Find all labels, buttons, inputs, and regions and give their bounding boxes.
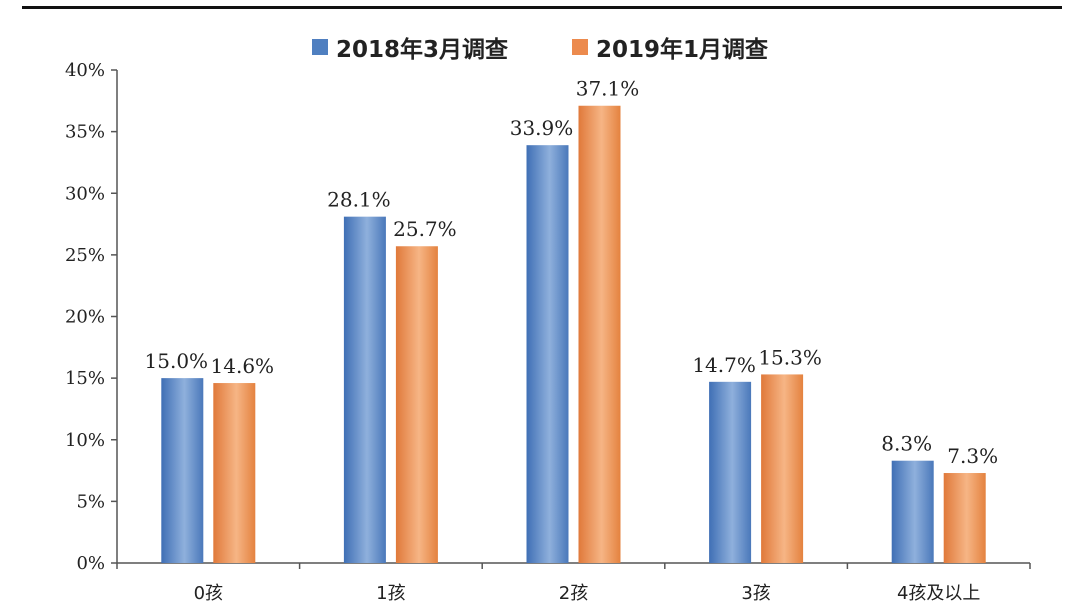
data-label: 15.0% bbox=[145, 349, 209, 373]
data-label: 15.3% bbox=[758, 345, 822, 369]
x-category-label: 0孩 bbox=[194, 583, 223, 604]
data-label: 8.3% bbox=[881, 432, 932, 456]
x-category-label: 4孩及以上 bbox=[897, 583, 980, 604]
bar-series-2018 bbox=[709, 381, 752, 563]
axes: 0% 5% 10% 15% 20% 25% 30% 35% 40% 0孩 1孩 2孩 3孩 4孩及以上 bbox=[65, 60, 1031, 604]
legend-item-2018: 2018年3月调查 bbox=[311, 30, 508, 64]
legend: 2018年3月调查 2019年1月调查 bbox=[0, 30, 1080, 64]
y-tick-label: 25% bbox=[65, 245, 105, 266]
y-tick-label: 15% bbox=[65, 368, 105, 389]
data-labels: 15.0% 14.6% 28.1%25.7% 33.9%37.1% 14.7% 15.3%… bbox=[145, 77, 999, 468]
bar-series-2019 bbox=[761, 374, 804, 563]
y-tick-label: 0% bbox=[76, 553, 105, 574]
data-label: 33.9% bbox=[510, 116, 574, 140]
y-tick-label: 35% bbox=[65, 122, 105, 143]
legend-swatch-2019 bbox=[572, 39, 588, 55]
x-category-label: 3孩 bbox=[741, 583, 770, 604]
y-tick-label: 20% bbox=[65, 307, 105, 328]
bar-series-2018 bbox=[891, 460, 934, 563]
data-label: 7.3% bbox=[947, 444, 998, 468]
y-tick-label: 30% bbox=[65, 183, 105, 204]
legend-item-2019: 2019年1月调查 bbox=[572, 30, 768, 64]
bar-series-2019 bbox=[213, 383, 256, 563]
data-label: 37.1% bbox=[576, 77, 640, 101]
bar-series-2019 bbox=[395, 246, 438, 563]
bar-series-2019 bbox=[578, 105, 621, 564]
legend-swatch-2018 bbox=[311, 39, 328, 55]
x-category-label: 2孩 bbox=[559, 583, 588, 604]
top-rule bbox=[22, 6, 1062, 9]
y-tick-label: 40% bbox=[65, 60, 105, 81]
bars bbox=[161, 105, 986, 564]
data-label: 28.1% bbox=[327, 188, 391, 212]
bar-series-2018 bbox=[161, 378, 204, 563]
legend-label-2018: 2018年3月调查 bbox=[335, 37, 508, 63]
bar-series-2019 bbox=[943, 473, 986, 563]
y-tick-label: 5% bbox=[76, 491, 105, 512]
data-label: 25.7% bbox=[393, 217, 457, 241]
bar-series-2018 bbox=[343, 216, 386, 564]
data-label: 14.6% bbox=[211, 354, 275, 378]
y-tick-label: 10% bbox=[65, 430, 105, 451]
x-category-label: 1孩 bbox=[376, 583, 405, 604]
legend-label-2019: 2019年1月调查 bbox=[596, 37, 769, 63]
bar-series-2018 bbox=[526, 145, 569, 563]
data-label: 14.7% bbox=[692, 353, 756, 377]
